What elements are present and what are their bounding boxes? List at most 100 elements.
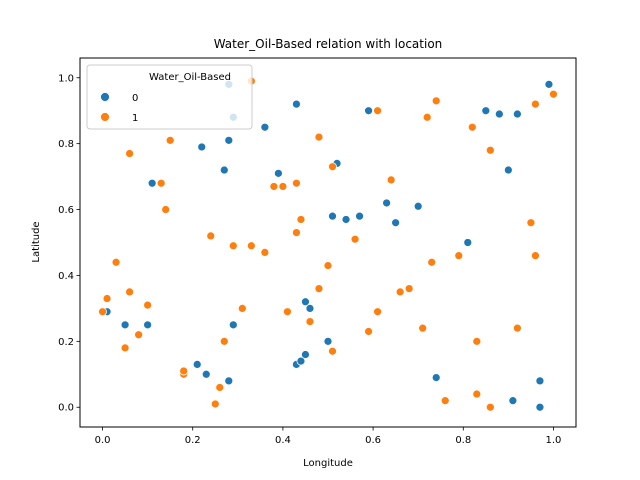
chart-title: Water_Oil-Based relation with location [214,37,443,51]
scatter-point-series-1 [260,248,270,257]
scatter-point-series-1 [125,287,134,297]
scatter-point-series-0 [341,215,351,224]
x-tick-label: 0.4 [275,435,291,446]
y-tick-label: 0.8 [58,139,74,150]
scatter-point-series-1 [404,284,414,293]
scatter-point-series-1 [237,304,247,313]
scatter-point-series-1 [219,336,229,346]
scatter-point-series-0 [260,122,270,132]
x-tick-label: 0.6 [365,435,381,446]
scatter-point-series-0 [328,211,337,221]
y-tick-label: 0.0 [58,403,74,414]
scatter-point-series-1 [472,336,482,346]
y-tick-label: 0.4 [58,271,74,282]
scatter-point-series-0 [143,320,153,330]
scatter-point-series-0 [355,211,364,221]
scatter-point-series-0 [201,369,211,379]
scatter-point-series-0 [503,165,513,175]
x-axis-label: Longitude [303,458,353,469]
legend: Water_Oil-Based 0 1 [86,64,253,130]
scatter-point-series-1 [314,284,324,293]
scatter-point-series-1 [485,402,495,412]
scatter-point-series-1 [143,300,153,310]
scatter-point-series-1 [328,346,337,356]
scatter-point-series-0 [413,201,423,211]
scatter-point-series-1 [278,182,288,191]
scatter-point-series-0 [508,396,518,406]
scatter-point-series-1 [472,389,482,399]
legend-label-0: 0 [132,93,138,104]
scatter-point-series-1 [296,215,306,224]
scatter-point-series-1 [125,149,134,158]
scatter-point-series-1 [102,294,112,303]
scatter-point-series-1 [111,257,121,267]
scatter-point-series-1 [395,287,405,297]
scatter-point-series-0 [192,360,202,369]
scatter-point-series-1 [373,307,382,317]
scatter-point-series-0 [513,109,522,119]
scatter-point-series-1 [98,307,107,317]
scatter-point-series-1 [373,106,382,116]
scatter-point-series-1 [314,132,324,142]
scatter-point-series-1 [283,307,292,317]
scatter-point-series-0 [219,165,229,175]
scatter-point-series-0 [301,297,310,307]
legend-marker-0 [100,92,110,102]
scatter-point-series-0 [382,198,391,208]
scatter-point-series-1 [156,178,166,188]
scatter-point-series-1 [323,261,333,270]
scatter-point-series-0 [197,142,207,152]
y-axis-label: Latitude [31,221,42,262]
y-tick-label: 0.6 [58,205,74,216]
legend-label-1: 1 [132,113,138,124]
scatter-point-series-0 [305,304,315,313]
y-tick-label: 1.0 [58,73,74,84]
scatter-point-series-1 [513,323,522,333]
scatter-point-series-1 [386,175,396,185]
scatter-point-series-1 [120,343,130,353]
scatter-point-series-0 [391,218,401,228]
scatter-point-series-0 [224,376,234,386]
scatter-point-series-1 [161,205,171,214]
x-tick-label: 0.0 [95,435,111,446]
scatter-point-series-1 [292,228,301,237]
scatter-point-series-0 [296,356,306,366]
scatter-point-series-0 [544,79,554,89]
scatter-point-series-1 [422,112,432,122]
scatter-point-series-0 [431,373,441,382]
scatter-point-series-0 [481,106,491,116]
scatter-point-series-1 [228,241,238,251]
y-tick-label: 0.2 [58,337,74,348]
legend-box [86,64,253,130]
scatter-point-series-1 [328,162,337,172]
x-tick-label: 0.2 [185,435,201,446]
scatter-point-series-1 [215,383,225,392]
plot-frame [79,57,577,428]
scatter-point-series-1 [292,178,301,188]
x-tick-label: 1.0 [546,435,562,446]
x-axis: 0.0 0.2 0.4 0.6 0.8 1.0 [95,427,562,446]
scatter-point-series-0 [292,99,301,109]
scatter-point-series-1 [485,145,495,155]
scatter-point-series-1 [305,317,315,326]
scatter-point-series-0 [224,135,234,145]
scatter-point-series-0 [494,109,504,119]
scatter-point-series-1 [440,396,450,406]
scatter-point-series-0 [120,320,130,330]
scatter-point-series-0 [323,336,333,346]
scatter-point-series-1 [179,366,189,376]
scatter-point-series-0 [301,350,310,359]
scatter-point-series-1 [531,99,540,109]
scatter-point-series-1 [210,399,220,409]
legend-title: Water_Oil-Based [149,72,231,83]
scatter-point-series-1 [246,241,256,251]
scatter-point-series-1 [454,251,464,261]
scatter-point-series-0 [364,106,373,116]
scatter-point-series-0 [274,168,283,178]
scatter-point-series-1 [134,330,143,340]
scatter-point-series-1 [418,323,428,333]
scatter-point-series-1 [364,327,373,336]
scatter-point-series-1 [427,257,437,267]
scatter-point-series-0 [147,178,157,188]
